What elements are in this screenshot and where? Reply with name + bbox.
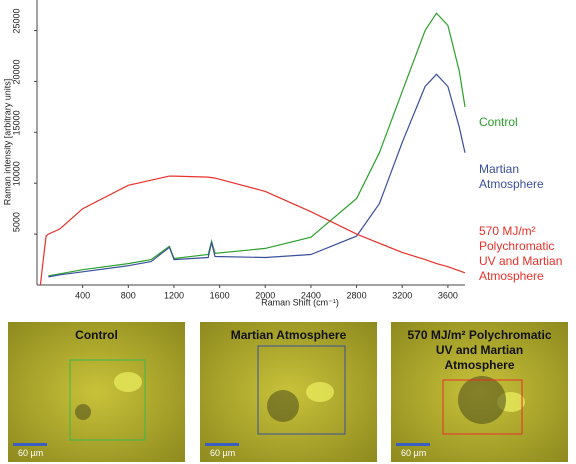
series-line <box>48 73 466 278</box>
x-tick-label: 2000 <box>255 290 275 300</box>
scale-bar-label: 60 µm <box>210 448 236 458</box>
x-tick-label: 2800 <box>347 290 367 300</box>
y-axis-label: Raman intensity [arbitrary units] <box>2 79 12 206</box>
x-tick-label: 400 <box>75 290 90 300</box>
y-tick-label: 20000 <box>11 59 21 84</box>
scale-bar <box>396 443 430 446</box>
micrograph-feature <box>75 404 91 420</box>
x-tick-label: 1200 <box>164 290 184 300</box>
x-axis-label: Raman Shift (cm⁻¹) <box>261 297 339 307</box>
micrograph-feature <box>458 376 506 424</box>
x-tick-label: 1600 <box>210 290 230 300</box>
scale-bar <box>13 443 47 446</box>
y-tick-label: 15000 <box>11 110 21 135</box>
region-box <box>442 379 523 435</box>
scale-bar <box>205 443 239 446</box>
series-line <box>48 12 466 277</box>
panel-title: 570 MJ/m² Polychromatic UV and Martian A… <box>407 328 552 372</box>
series-line <box>39 175 466 286</box>
panel-title: Martian Atmosphere <box>230 328 347 342</box>
x-tick-label: 800 <box>121 290 136 300</box>
scale-bar-label: 60 µm <box>401 448 427 458</box>
y-tick-label: 25000 <box>11 9 21 34</box>
y-tick-label: 10000 <box>11 161 21 186</box>
legend-entry: 570 MJ/m² Polychromatic UV and Martian A… <box>479 224 563 283</box>
x-tick-label: 3600 <box>438 290 458 300</box>
region-box <box>257 345 346 435</box>
legend-entry: Martian Atmosphere <box>479 162 544 191</box>
region-box <box>69 359 146 441</box>
micrograph-feature <box>306 382 334 402</box>
x-tick-label: 3200 <box>392 290 412 300</box>
scale-bar-label: 60 µm <box>18 448 44 458</box>
y-tick-label: 5000 <box>11 212 21 232</box>
x-tick-label: 2400 <box>301 290 321 300</box>
micrograph-feature <box>114 372 142 392</box>
legend-entry: Control <box>479 115 518 129</box>
micrograph <box>8 322 185 462</box>
panel-title: Control <box>75 328 118 342</box>
micrograph-feature <box>267 390 299 422</box>
